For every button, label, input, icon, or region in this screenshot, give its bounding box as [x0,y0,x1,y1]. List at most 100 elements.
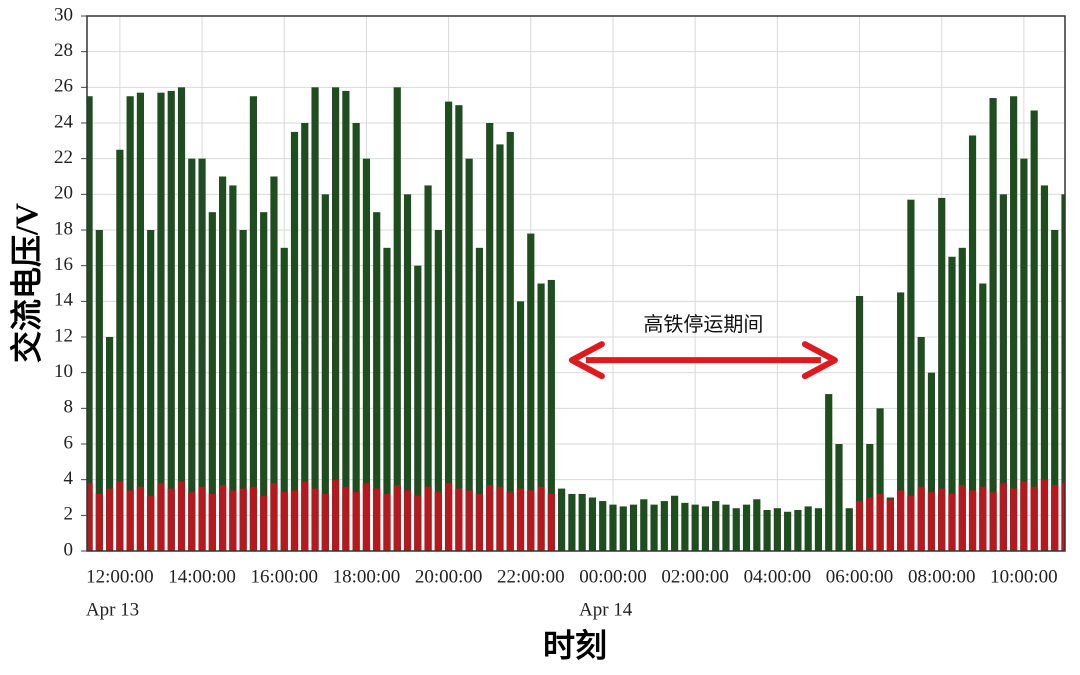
x-axis-title: 时刻 [543,627,607,663]
bar [516,488,525,551]
bar [835,444,843,551]
bar [1051,230,1059,551]
y-tick-label: 12 [54,325,73,346]
bar [640,499,648,551]
bar [999,483,1007,551]
bar [927,492,936,551]
bar [177,481,186,551]
bar [701,506,710,551]
bar [547,279,555,551]
bar [1061,483,1065,551]
bar [321,493,329,551]
bar [897,292,905,551]
bar [465,490,473,551]
bar [239,488,247,551]
bar [671,495,679,551]
bar [290,131,299,551]
bar [1061,194,1065,552]
bar [434,230,442,551]
bar [1040,479,1049,551]
bar [249,96,258,551]
bar [280,492,288,551]
x-tick-label: 20:00:00 [415,566,483,587]
bar [804,506,812,551]
bar [301,481,309,551]
bar [691,504,699,551]
bar [342,90,350,552]
bar [599,501,607,551]
bar [588,497,597,551]
bar [907,495,915,551]
y-tick-label: 10 [54,361,73,382]
y-tick-label: 20 [54,183,73,204]
bar [403,194,412,552]
bar [886,499,894,551]
bar [742,504,751,551]
bar [147,230,155,551]
bar [188,158,196,551]
bar [486,123,494,551]
bar [147,495,155,551]
bar [352,123,360,551]
bar [229,490,237,551]
bar [712,501,720,551]
bar [547,493,555,551]
bar [650,504,658,551]
bar [455,105,463,552]
bar [999,194,1007,552]
bar [876,408,884,551]
bar [866,497,874,551]
bar [393,87,401,551]
bar [722,504,730,551]
bar [537,283,545,551]
x-tick-label: 10:00:00 [990,566,1058,587]
bar [434,492,442,551]
bar [763,509,771,551]
bar [465,158,473,551]
bar [1010,488,1018,551]
y-tick-label: 22 [54,147,73,168]
bar [578,493,586,551]
bar [496,144,504,551]
bar [403,490,412,551]
bar [958,485,966,551]
bar [753,499,761,551]
bar [1020,158,1028,551]
bar [373,212,381,551]
bar [619,506,627,551]
bar [516,301,525,551]
bar [506,131,514,551]
bar [527,490,535,551]
annotation-text: 高铁停运期间 [643,313,763,336]
bar [321,194,329,552]
bar [784,511,792,551]
bar [609,504,617,551]
bar [260,495,268,551]
bar [855,295,864,551]
bar [136,92,145,551]
bar [95,493,103,551]
y-tick-label: 16 [54,254,73,275]
bar [814,508,823,551]
x-tick-label: 16:00:00 [250,566,318,587]
bar [732,508,740,551]
bar [876,493,884,551]
bar [393,485,401,551]
bar [660,501,668,551]
arrow-head [801,341,838,380]
bar [496,486,504,551]
bar [897,490,905,551]
bar [1051,485,1059,551]
bar [332,479,340,551]
bar [773,508,781,551]
y-tick-label: 2 [64,504,74,525]
bar [362,158,371,551]
x-tick-label: 12:00:00 [86,566,154,587]
bar [352,492,360,551]
bar [475,247,484,552]
bar [989,492,997,551]
bar [219,485,227,551]
bar [239,230,247,551]
bar [301,123,309,551]
